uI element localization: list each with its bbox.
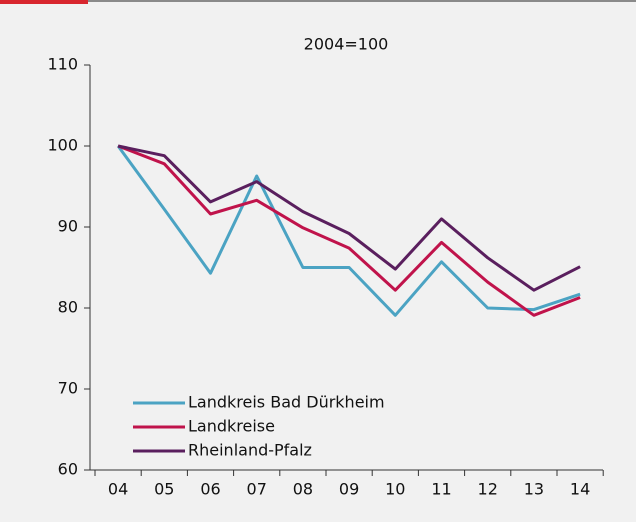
y-tick-label: 80	[58, 298, 78, 317]
legend-label: Rheinland-Pfalz	[188, 441, 312, 460]
x-tick-label: 11	[431, 480, 451, 499]
y-tick-label: 60	[58, 460, 78, 479]
x-tick-label: 05	[154, 480, 174, 499]
y-tick-label: 110	[47, 55, 78, 74]
x-tick-label: 10	[385, 480, 405, 499]
x-tick-label: 13	[524, 480, 544, 499]
chart-title: 2004=100	[304, 35, 389, 54]
x-tick-label: 09	[339, 480, 359, 499]
x-tick-label: 07	[247, 480, 267, 499]
x-tick-label: 12	[478, 480, 498, 499]
series-line	[117, 144, 581, 292]
top-accent	[0, 0, 88, 4]
x-tick-label: 14	[570, 480, 590, 499]
legend-label: Landkreis Bad Dürkheim	[188, 393, 385, 412]
top-rule	[0, 0, 636, 2]
x-tick-label: 06	[200, 480, 220, 499]
y-tick-label: 90	[58, 217, 78, 236]
series-line	[116, 145, 581, 317]
x-tick-label: 04	[108, 480, 128, 499]
y-tick-label: 100	[47, 136, 78, 155]
legend-label: Landkreise	[188, 417, 275, 436]
x-tick-label: 08	[293, 480, 313, 499]
y-tick-label: 70	[58, 379, 78, 398]
series-line	[117, 144, 581, 317]
